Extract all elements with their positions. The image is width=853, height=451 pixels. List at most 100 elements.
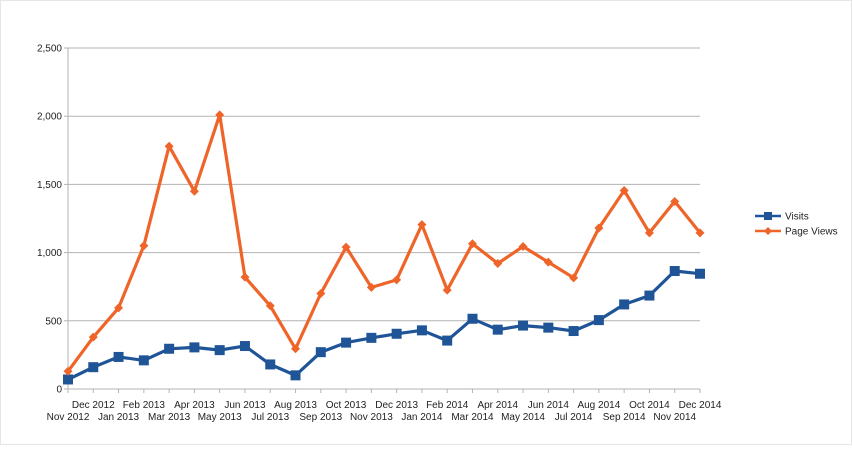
data-point bbox=[619, 186, 629, 196]
x-tick-label: Sep 2014 bbox=[603, 412, 646, 423]
x-tick-label: Dec 2012 bbox=[72, 400, 115, 411]
legend-marker-square bbox=[764, 212, 772, 220]
data-point bbox=[316, 289, 326, 299]
data-point bbox=[392, 275, 402, 285]
data-point bbox=[215, 110, 225, 120]
data-point bbox=[670, 196, 680, 206]
series-visits bbox=[63, 266, 705, 385]
y-tick-label: 1,500 bbox=[37, 180, 62, 191]
legend-label: Visits bbox=[785, 212, 809, 223]
x-tick-label: Jul 2014 bbox=[555, 412, 593, 423]
x-tick-label: Sep 2013 bbox=[299, 412, 342, 423]
data-point bbox=[416, 325, 427, 336]
x-tick-label: Oct 2014 bbox=[629, 400, 670, 411]
data-point bbox=[240, 272, 250, 282]
y-tick-label: 2,000 bbox=[37, 112, 62, 123]
data-point bbox=[619, 299, 630, 310]
data-point bbox=[114, 303, 124, 313]
data-point bbox=[164, 141, 174, 151]
data-point bbox=[265, 359, 276, 370]
data-point bbox=[467, 239, 477, 249]
data-point bbox=[669, 266, 680, 277]
x-tick-label: Nov 2013 bbox=[350, 412, 393, 423]
data-point bbox=[467, 313, 478, 324]
data-point bbox=[543, 322, 554, 333]
x-tick-label: Jan 2013 bbox=[98, 412, 140, 423]
y-tick-label: 2,500 bbox=[37, 44, 62, 55]
data-point bbox=[366, 282, 376, 292]
data-point bbox=[366, 332, 377, 343]
data-point bbox=[695, 268, 705, 279]
x-tick-label: Nov 2014 bbox=[653, 412, 696, 423]
x-tick-label: May 2013 bbox=[198, 412, 242, 423]
legend-item: Page Views bbox=[755, 227, 838, 238]
x-tick-label: Apr 2014 bbox=[477, 400, 518, 411]
gridlines bbox=[64, 47, 701, 393]
data-point bbox=[189, 342, 200, 353]
data-point bbox=[568, 326, 579, 337]
x-tick-label: Dec 2014 bbox=[679, 400, 722, 411]
data-point bbox=[139, 241, 149, 251]
data-point bbox=[492, 324, 503, 335]
x-tick-label: Oct 2013 bbox=[326, 400, 367, 411]
data-point bbox=[417, 220, 427, 230]
data-point bbox=[341, 242, 351, 252]
x-tick-label: Jun 2014 bbox=[528, 400, 570, 411]
data-point bbox=[63, 366, 73, 376]
data-point bbox=[493, 259, 503, 269]
x-tick-label: Mar 2014 bbox=[451, 412, 494, 423]
data-point bbox=[644, 290, 655, 301]
data-point bbox=[138, 355, 149, 366]
data-point bbox=[63, 374, 73, 385]
data-point bbox=[239, 341, 250, 352]
series-layer bbox=[63, 110, 705, 385]
data-point bbox=[593, 315, 604, 326]
y-tick-label: 0 bbox=[56, 385, 62, 396]
data-point bbox=[442, 285, 452, 295]
x-tick-label: Nov 2012 bbox=[47, 412, 90, 423]
y-axis-tick-labels: 0 500 1,000 1,500 2,000 2,500 bbox=[37, 44, 62, 396]
series-line-page-views bbox=[66, 113, 702, 373]
y-tick-label: 500 bbox=[45, 316, 62, 327]
data-point bbox=[543, 257, 553, 267]
x-tick-label: Feb 2013 bbox=[123, 400, 166, 411]
data-point bbox=[265, 301, 275, 311]
legend-marker-diamond bbox=[764, 227, 772, 235]
data-point bbox=[189, 186, 199, 196]
legend-item: Visits bbox=[755, 212, 809, 223]
data-point bbox=[569, 273, 579, 283]
legend: Visits Page Views bbox=[755, 212, 838, 238]
x-tick-label: Aug 2014 bbox=[577, 400, 620, 411]
x-tick-label: Jan 2014 bbox=[401, 412, 443, 423]
data-point bbox=[290, 370, 301, 381]
x-tick-label: May 2014 bbox=[501, 412, 545, 423]
series-page-views bbox=[63, 110, 705, 376]
x-tick-label: Aug 2013 bbox=[274, 400, 317, 411]
data-point bbox=[391, 328, 402, 339]
data-point bbox=[341, 337, 352, 348]
data-point bbox=[315, 347, 326, 358]
data-point bbox=[695, 228, 705, 238]
x-tick-label: Mar 2013 bbox=[148, 412, 191, 423]
data-point bbox=[518, 320, 529, 331]
x-tick-label: Feb 2014 bbox=[426, 400, 469, 411]
x-tick-label: Jul 2013 bbox=[251, 412, 289, 423]
data-point bbox=[518, 241, 528, 251]
x-tick-label: Jun 2013 bbox=[224, 400, 266, 411]
data-point bbox=[214, 345, 225, 356]
legend-label: Page Views bbox=[785, 227, 838, 238]
data-point bbox=[291, 344, 301, 354]
data-point bbox=[88, 362, 99, 373]
x-tick-label: Apr 2013 bbox=[174, 400, 215, 411]
data-point bbox=[164, 343, 175, 354]
data-point bbox=[113, 351, 124, 362]
data-point bbox=[88, 332, 98, 342]
data-point bbox=[644, 228, 654, 238]
y-tick-label: 1,000 bbox=[37, 248, 62, 259]
x-tick-label: Dec 2013 bbox=[375, 400, 418, 411]
data-point bbox=[594, 223, 604, 233]
data-point bbox=[442, 335, 453, 346]
